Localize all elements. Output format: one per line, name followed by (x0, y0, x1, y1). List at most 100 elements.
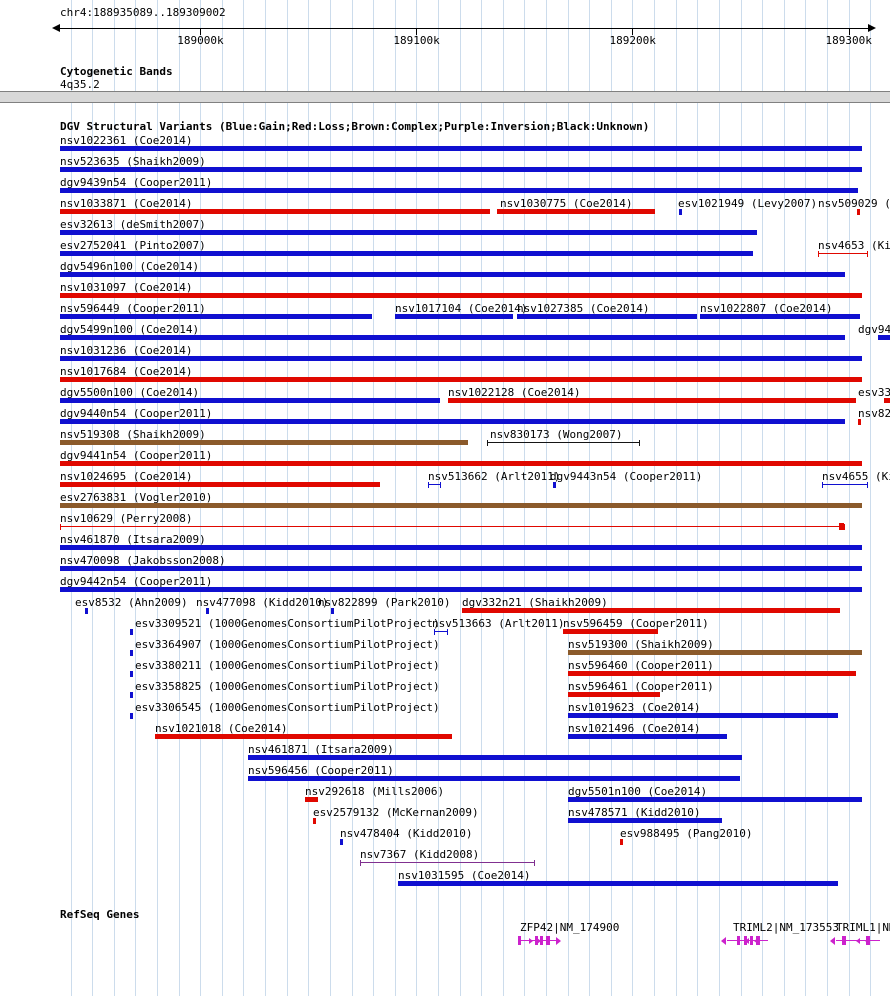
variant-label: nsv470098 (Jakobsson2008) (60, 554, 226, 567)
gene-exon (842, 936, 846, 945)
variant-bar[interactable] (60, 419, 845, 424)
variant-tick[interactable] (857, 209, 860, 215)
variant-tick[interactable] (553, 482, 556, 488)
variant-bar[interactable] (568, 692, 660, 697)
variant-bar[interactable] (563, 629, 658, 634)
variant-bar[interactable] (568, 650, 862, 655)
variant-bar[interactable] (60, 188, 858, 193)
variant-tick[interactable] (130, 713, 133, 719)
variant-label: nsv1031097 (Coe2014) (60, 281, 193, 294)
variant-bar[interactable] (878, 335, 890, 340)
variant-range[interactable] (822, 482, 868, 488)
variant-label: nsv1024695 (Coe2014) (60, 470, 193, 483)
variant-bar[interactable] (60, 230, 757, 235)
variant-bar[interactable] (568, 734, 727, 739)
gridline (805, 0, 807, 996)
variant-bar[interactable] (60, 398, 440, 403)
variant-bar[interactable] (60, 293, 862, 298)
strand-arrow-icon (556, 937, 561, 945)
ruler-tick (632, 28, 634, 35)
variant-bar[interactable] (60, 251, 753, 256)
gene-glyph[interactable] (721, 934, 768, 947)
variant-range-endtick-right (639, 440, 640, 446)
variant-label: nsv596461 (Cooper2011) (568, 680, 714, 693)
variant-bar[interactable] (60, 335, 845, 340)
variant-tick[interactable] (679, 209, 682, 215)
variant-bar[interactable] (568, 671, 856, 676)
variant-bar[interactable] (60, 545, 862, 550)
variant-tick[interactable] (206, 608, 209, 614)
variant-range[interactable] (360, 860, 535, 866)
variant-tick[interactable] (130, 629, 133, 635)
variant-tick[interactable] (130, 650, 133, 656)
variant-bar[interactable] (60, 461, 862, 466)
variant-label: nsv1033871 (Coe2014) (60, 197, 193, 210)
gridline (654, 0, 656, 996)
ruler-tick-label: 189200k (609, 34, 656, 47)
gene-glyph[interactable] (518, 934, 561, 947)
variant-bar[interactable] (248, 755, 742, 760)
variant-bar[interactable] (155, 734, 452, 739)
ruler-tick (200, 28, 202, 35)
variant-bar[interactable] (60, 146, 862, 151)
variant-range[interactable] (487, 440, 640, 446)
variant-tick[interactable] (130, 671, 133, 677)
gene-exon (756, 936, 760, 945)
variant-range[interactable] (428, 482, 441, 488)
variant-bar[interactable] (60, 314, 372, 319)
variant-bar[interactable] (462, 608, 840, 613)
gridline (92, 0, 94, 996)
variant-label: dgv5496n100 (Coe2014) (60, 260, 200, 273)
variant-bar[interactable] (60, 209, 490, 214)
ruler-tick-label: 189100k (393, 34, 440, 47)
variant-bar[interactable] (448, 398, 856, 403)
variant-bar[interactable] (60, 167, 862, 172)
variant-bar[interactable] (517, 314, 697, 319)
variant-bar[interactable] (60, 377, 862, 382)
variant-tick[interactable] (130, 692, 133, 698)
variant-bar[interactable] (60, 440, 468, 445)
variant-tick[interactable] (313, 818, 316, 824)
variant-bar[interactable] (60, 587, 862, 592)
variant-label: nsv519300 (Shaikh2009) (568, 638, 714, 651)
variant-tick[interactable] (620, 839, 623, 845)
variant-bar[interactable] (60, 356, 862, 361)
variant-range[interactable] (434, 629, 448, 635)
gridline (135, 0, 137, 996)
variant-blob[interactable] (839, 523, 844, 530)
cytoband-bar (0, 91, 890, 103)
variant-bar[interactable] (60, 503, 862, 508)
variant-range-line (434, 631, 448, 632)
variant-label: nsv1021018 (Coe2014) (155, 722, 288, 735)
variant-bar[interactable] (884, 398, 890, 403)
variant-bar[interactable] (395, 314, 513, 319)
variant-bar[interactable] (398, 881, 838, 886)
variant-label: esv1021949 (Levy2007) (678, 197, 818, 210)
variant-bar[interactable] (700, 314, 860, 319)
variant-bar[interactable] (60, 566, 862, 571)
variant-bar[interactable] (248, 776, 740, 781)
variant-range[interactable] (60, 524, 845, 530)
variant-tick[interactable] (858, 419, 861, 425)
variant-label: nsv1017684 (Coe2014) (60, 365, 193, 378)
variant-label: esv3364907 (1000GenomesConsortiumPilotPr… (135, 638, 440, 651)
variant-range[interactable] (818, 251, 868, 257)
gene-glyph[interactable] (830, 934, 880, 947)
variant-bar[interactable] (568, 818, 722, 823)
gridline (567, 0, 569, 996)
variant-tick[interactable] (85, 608, 88, 614)
variant-tick[interactable] (340, 839, 343, 845)
variant-bar[interactable] (568, 713, 838, 718)
variant-label: nsv4653 (Kid (818, 239, 890, 252)
variant-bar[interactable] (60, 272, 845, 277)
variant-bar[interactable] (60, 482, 380, 487)
gridline (610, 0, 612, 996)
variant-label: dgv5499n100 (Coe2014) (60, 323, 200, 336)
gridline (762, 0, 764, 996)
variant-bar[interactable] (497, 209, 655, 214)
variant-tick[interactable] (331, 608, 334, 614)
variant-range-endtick-left (428, 482, 429, 488)
variant-bar[interactable] (305, 797, 318, 802)
variant-bar[interactable] (568, 797, 862, 802)
gridline (848, 0, 850, 996)
